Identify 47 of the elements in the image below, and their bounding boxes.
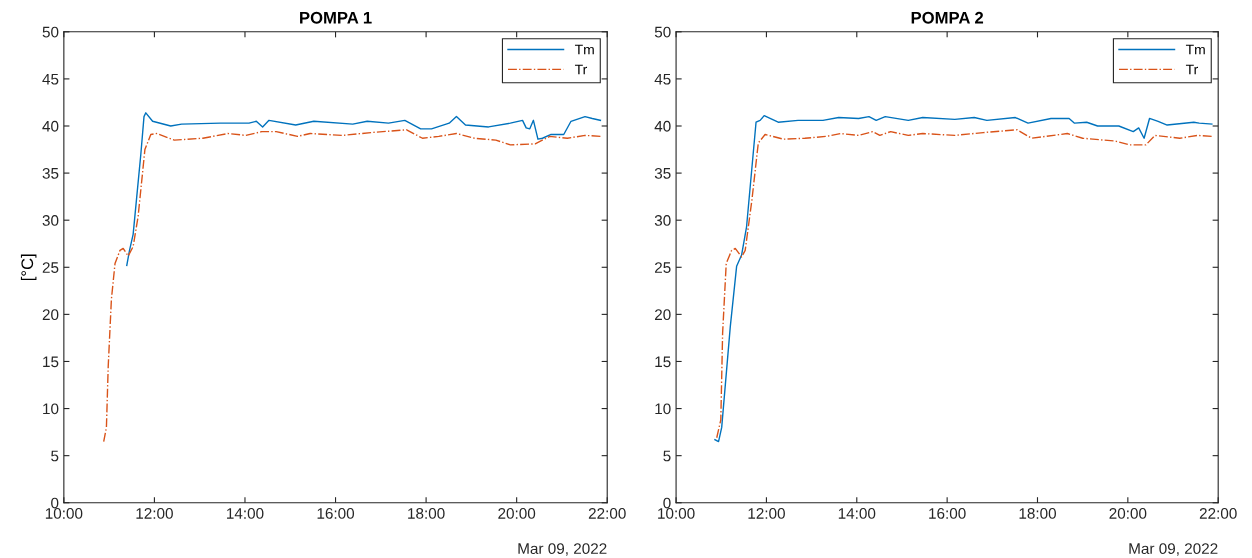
y-tick-label: 5 [51,450,59,462]
y-tick-label: 25 [42,262,59,273]
legend-label: Tr [574,64,588,75]
y-tick-label: 10 [43,403,59,415]
x-tick-label: 18:00 [408,508,445,519]
x-tick-label: 12:00 [748,508,785,519]
legend-label: Tm [1185,44,1205,55]
y-tick-label: 35 [654,167,671,179]
x-tick-label: 16:00 [929,508,966,519]
y-tick-label: 30 [42,215,59,226]
y-tick-label: 50 [654,26,671,38]
y-tick-label: 20 [42,309,59,321]
x-tick-label: 10:00 [45,508,83,519]
line-series [126,112,602,267]
y-tick-label: 0 [51,497,59,509]
y-tick-label: 40 [42,120,59,132]
legend-label: Tm [574,44,594,55]
y-tick-label: 25 [655,262,671,273]
chart-title: POMPA 1 [300,11,372,24]
x-tick-label: 12:00 [136,508,173,519]
y-tick-label: 0 [663,497,671,509]
y-tick-label: 30 [654,215,671,226]
y-axis-title: [°C] [20,254,37,281]
y-tick-label: 50 [42,26,59,38]
x-tick-label: 16:00 [317,508,355,519]
chart-title: POMPA 2 [911,11,984,24]
x-tick-label: 14:00 [227,508,264,519]
line-series [103,129,602,443]
x-tick-label: 22:00 [588,508,626,519]
x-tick-label: 18:00 [1019,508,1057,519]
text: Mar 09, 2022 [1129,543,1218,556]
text: Mar 09, 2022 [518,543,607,556]
y-tick-label: 45 [654,73,671,85]
x-tick-label: 22:00 [1199,508,1237,519]
y-tick-label: 10 [655,403,671,415]
x-tick-label: 10:00 [658,508,695,519]
legend-label: Tr [1185,64,1198,75]
x-tick-label: 20:00 [1109,508,1147,519]
y-tick-label: 15 [655,356,671,368]
y-tick-label: 35 [42,167,59,179]
y-tick-label: 40 [654,120,671,132]
x-tick-label: 14:00 [838,508,876,519]
y-tick-label: 15 [43,356,59,368]
x-tick-label: 20:00 [498,508,536,519]
y-tick-label: 5 [663,450,671,462]
y-tick-label: 20 [655,309,671,321]
y-tick-label: 45 [42,73,59,85]
